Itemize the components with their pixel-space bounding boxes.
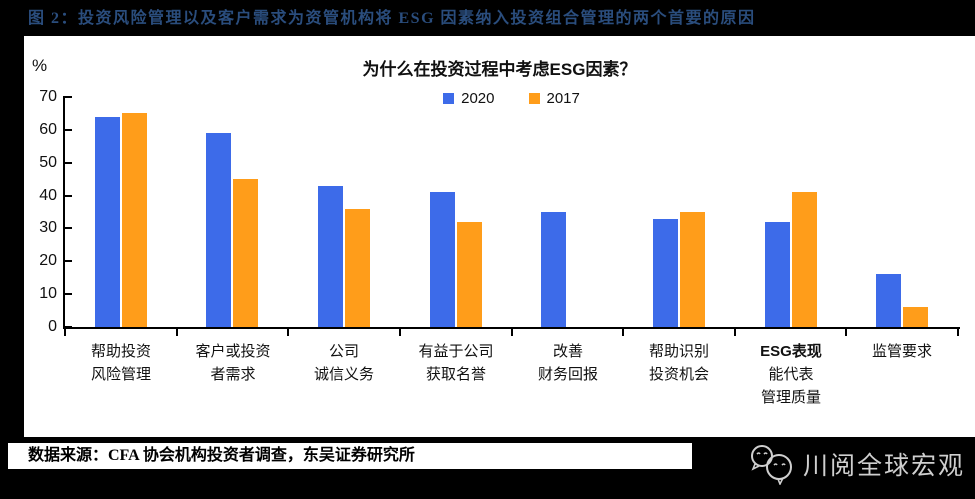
legend-label-2020: 2020 [461,90,495,107]
x-category-label: 改善 财务回报 [512,340,624,386]
bar-2020 [876,274,901,327]
x-category-label-line: 监管要求 [871,343,932,360]
bar-2020 [95,116,120,327]
bar-2017 [233,179,258,327]
bar-2020 [541,212,566,327]
legend: 2020 2017 [65,90,958,107]
chart-panel: 为什么在投资过程中考虑ESG因素？ % 2020 2017 0 10 20 30 40 5… [24,36,975,437]
figure-title-bar: 图 2：投资风险管理以及客户需求为资管机构将 ESG 因素纳入投资组合管理的两个… [0,0,975,36]
x-tick [399,329,401,336]
bar-2020 [653,218,678,327]
bar-2017 [345,208,370,327]
bar-2017 [680,212,705,327]
x-category-label: 帮助投资 风险管理 [65,340,177,386]
y-tick-label: 70 [39,88,57,105]
y-tick-label: 60 [39,120,57,138]
plot-area: 0 10 20 30 40 50 60 70 帮助投资 风险管理 客户或投资 者需求 公司 诚信义务 有益于… [39,88,960,406]
x-category-label-line: 帮助识别 [648,343,709,360]
y-tick [65,260,72,263]
x-category-label-line: 改善 [552,343,583,360]
x-tick [734,329,736,336]
y-tick-label: 0 [48,318,57,335]
chart-title: 为什么在投资过程中考虑ESG因素？ [362,60,637,79]
watermark-text: 川阅全球宏观 [803,452,966,480]
x-category-label-line: 投资机会 [648,366,709,383]
bar-2020 [765,221,790,327]
y-tick [65,161,72,164]
source-text: 数据来源：CFA 协会机构投资者调查，东吴证券研究所 [28,447,415,464]
bar-2020 [206,133,231,327]
x-tick [622,329,624,336]
wechat-icon [751,445,792,485]
y-tick [65,227,72,230]
bar-2017 [792,192,817,327]
x-category-label-line: 风险管理 [90,366,151,383]
legend-label-2017: 2017 [546,90,580,107]
x-category-label: 客户或投资 者需求 [177,340,289,386]
x-category-label-line: 能代表 [768,366,814,383]
x-category-label-line: 帮助投资 [90,343,151,360]
x-category-label: 帮助识别 投资机会 [623,340,735,386]
legend-item-2017: 2017 [528,90,580,107]
y-tick-label: 30 [39,219,57,237]
y-tick [65,194,72,197]
x-tick [176,329,178,336]
bar-2017 [903,307,928,327]
bar-2020 [318,185,343,327]
y-tick-label: 40 [39,186,57,204]
figure-title: 图 2：投资风险管理以及客户需求为资管机构将 ESG 因素纳入投资组合管理的两个… [28,10,756,27]
x-tick [64,329,66,336]
watermark: 川阅全球宏观 [748,438,970,490]
x-category-label-line: 获取名誉 [425,366,486,383]
x-category-label-line: 者需求 [210,366,256,383]
legend-swatch-2017 [528,93,540,104]
x-category-label: ESG表现能代表管理质量 [735,340,847,409]
x-category-label-line: 诚信义务 [313,366,374,383]
x-category-label: 监管要求 [846,340,958,363]
x-tick [511,329,513,336]
legend-item-2020: 2020 [443,90,495,107]
x-category-label: 公司 诚信义务 [288,340,400,386]
source-strip: 数据来源：CFA 协会机构投资者调查，东吴证券研究所 [8,443,692,469]
bar-2017 [122,113,147,327]
x-tick [957,329,959,336]
y-tick [65,293,72,296]
y-tick-label: 20 [39,252,57,270]
y-tick [65,96,72,98]
x-tick [287,329,289,336]
x-category-label-line: 有益于公司 [418,343,494,360]
bar-2020 [430,192,455,327]
x-category-label: 有益于公司 获取名誉 [400,340,512,386]
y-tick [65,326,72,328]
x-tick [845,329,847,336]
legend-swatch-2020 [443,93,455,104]
x-axis-line [63,327,960,329]
y-tick-label: 10 [39,285,57,303]
y-tick [65,128,72,131]
x-category-label-line: 公司 [328,343,359,360]
y-axis-unit-label: % [32,56,48,75]
y-axis-line [63,96,65,329]
x-category-label-line: ESG表现 [760,343,822,360]
x-category-label-line: 管理质量 [760,389,821,406]
y-tick-label: 50 [39,153,57,171]
x-category-label-line: 财务回报 [537,366,598,383]
x-category-label-line: 客户或投资 [195,343,271,360]
bar-2017 [457,221,482,327]
